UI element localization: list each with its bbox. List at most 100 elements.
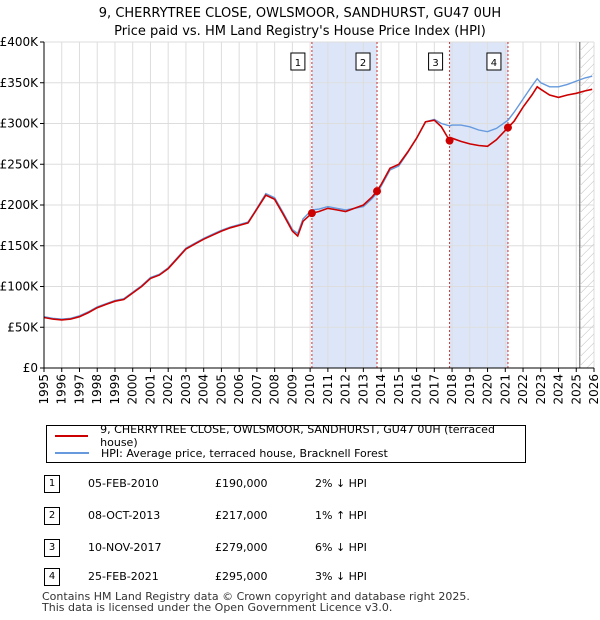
forecast-hatch — [579, 42, 581, 43]
sale-number-badge: 4 — [44, 568, 60, 586]
x-tick-label: 2009 — [285, 374, 299, 405]
forecast-hatch — [579, 54, 595, 70]
forecast-hatch — [579, 189, 595, 205]
sale-date: 25-FEB-2021 — [88, 570, 159, 583]
legend-label-hpi: HPI: Average price, terraced house, Brac… — [101, 446, 388, 460]
chart-subtitle: Price paid vs. HM Land Registry's House … — [114, 24, 486, 39]
sale-point — [445, 136, 454, 145]
forecast-hatch — [579, 207, 595, 223]
forecast-hatch — [579, 243, 595, 259]
x-tick-label: 2004 — [197, 374, 211, 405]
forecast-hatch — [579, 42, 590, 52]
forecast-hatch — [579, 81, 595, 97]
forecast-hatch — [579, 162, 595, 178]
forecast-hatch — [579, 288, 595, 304]
x-tick-label: 2020 — [481, 374, 495, 405]
sale-point — [307, 209, 316, 218]
x-tick-label: 2018 — [445, 374, 459, 405]
legend-swatch-price — [55, 435, 89, 437]
forecast-hatch — [579, 144, 595, 160]
x-tick-label: 2002 — [161, 374, 175, 405]
sale-price: £279,000 — [215, 541, 268, 554]
forecast-hatch — [579, 333, 595, 349]
x-tick-label: 2008 — [268, 374, 282, 405]
x-tick-label: 2010 — [303, 374, 317, 405]
x-tick-label: 2021 — [498, 374, 512, 405]
sale-date: 10-NOV-2017 — [88, 541, 162, 554]
x-tick-label: 1999 — [108, 374, 122, 405]
sale-point — [503, 123, 512, 132]
sale-hpi-delta: 2% ↓ HPI — [315, 477, 367, 490]
footer-copyright: Contains HM Land Registry data © Crown c… — [42, 590, 470, 603]
y-tick-label: £0 — [23, 361, 38, 375]
y-tick-label: £250K — [0, 157, 39, 171]
forecast-hatch — [579, 108, 595, 124]
x-tick-label: 2024 — [552, 374, 566, 405]
x-tick-label: 2016 — [410, 374, 424, 405]
x-tick-label: 1995 — [37, 374, 51, 405]
sale-marker-label: 3 — [432, 58, 438, 69]
price-chart: 1 2 3 4 £0 £50K £100K £150K £200K £250K £300K £350… — [0, 35, 600, 405]
sale-number-badge: 2 — [44, 507, 60, 525]
forecast-hatch — [579, 324, 595, 340]
x-tick-label: 2000 — [126, 374, 140, 405]
forecast-hatch — [579, 126, 595, 142]
chart-legend: 9, CHERRYTREE CLOSE, OWLSMOOR, SANDHURST… — [46, 423, 526, 463]
x-tick-label: 2013 — [356, 374, 370, 405]
y-tick-label: £100K — [0, 280, 39, 294]
forecast-hatch — [579, 225, 595, 241]
forecast-hatch — [579, 306, 595, 322]
sale-price: £295,000 — [215, 570, 268, 583]
x-tick-label: 2019 — [463, 374, 477, 405]
x-tick-label: 2014 — [374, 374, 388, 405]
x-tick-label: 2015 — [392, 374, 406, 405]
forecast-hatch — [579, 279, 595, 295]
forecast-hatch — [579, 99, 595, 115]
legend-swatch-hpi — [55, 452, 89, 454]
legend-label-price: 9, CHERRYTREE CLOSE, OWLSMOOR, SANDHURST… — [100, 423, 495, 449]
chart-title: 9, CHERRYTREE CLOSE, OWLSMOOR, SANDHURST… — [98, 6, 502, 21]
x-tick-label: 2022 — [516, 374, 530, 405]
y-tick-label: £400K — [0, 35, 39, 49]
x-tick-label: 2026 — [587, 374, 600, 405]
sale-marker-box — [428, 52, 444, 71]
forecast-hatch — [579, 171, 595, 187]
x-tick-label: 1998 — [90, 374, 104, 405]
x-tick-label: 2025 — [569, 374, 583, 405]
sale-price: £217,000 — [215, 509, 268, 522]
legend-item-price: 9, CHERRYTREE CLOSE, OWLSMOOR, SANDHURST… — [55, 423, 525, 449]
sale-hpi-delta: 3% ↓ HPI — [315, 570, 367, 583]
sale-point — [373, 187, 382, 196]
sale-date: 05-FEB-2010 — [88, 477, 159, 490]
sale-marker-box — [355, 52, 371, 71]
sale-marker-label: 1 — [295, 58, 301, 69]
forecast-hatch — [579, 72, 595, 88]
forecast-hatch — [579, 297, 595, 313]
forecast-hatch — [579, 135, 595, 151]
sale-marker-box — [290, 52, 306, 71]
x-tick-label: 2023 — [534, 374, 548, 405]
footer-licence: This data is licensed under the Open Gov… — [42, 601, 393, 614]
sale-marker-label: 2 — [360, 58, 366, 69]
forecast-hatch — [579, 153, 595, 169]
forecast-hatch — [579, 45, 595, 61]
forecast-hatch — [579, 234, 595, 250]
x-tick-label: 1996 — [55, 374, 69, 405]
forecast-hatch — [579, 90, 595, 106]
sale-price: £190,000 — [215, 477, 268, 490]
x-tick-label: 2017 — [427, 374, 441, 405]
legend-item-hpi: HPI: Average price, terraced house, Brac… — [55, 445, 388, 461]
sale-number-badge: 3 — [44, 539, 60, 557]
y-tick-label: £300K — [0, 117, 39, 131]
forecast-hatch — [579, 180, 595, 196]
forecast-hatch — [579, 198, 595, 214]
x-tick-label: 2003 — [179, 374, 193, 405]
y-tick-label: £200K — [0, 198, 39, 212]
sale-hpi-delta: 6% ↓ HPI — [315, 541, 367, 554]
sale-marker-box — [486, 52, 502, 71]
y-tick-label: £50K — [7, 320, 39, 334]
x-tick-label: 2006 — [232, 374, 246, 405]
forecast-hatch — [579, 261, 595, 277]
forecast-hatch — [579, 351, 595, 367]
y-tick-label: £350K — [0, 76, 39, 90]
